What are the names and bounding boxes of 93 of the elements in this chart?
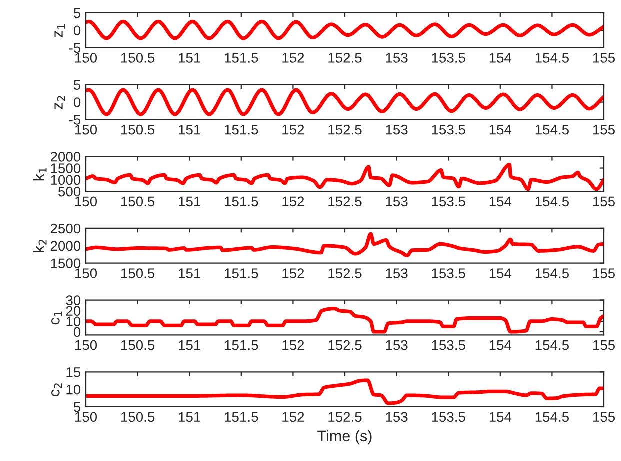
x-tick-label: 153 bbox=[386, 124, 408, 135]
y-tick-label: 1500 bbox=[51, 164, 81, 174]
y-tick-label: 20 bbox=[66, 306, 81, 316]
x-tick-label: 152 bbox=[282, 124, 304, 135]
x-tick-label: 150 bbox=[75, 340, 98, 350]
y-tick-label: -5 bbox=[69, 115, 81, 125]
y-tick-label: 5 bbox=[74, 80, 81, 90]
y-axis-title: c$_{2}$ bbox=[51, 384, 62, 396]
x-tick-label: 152 bbox=[282, 268, 304, 278]
x-tick-label: 155 bbox=[593, 53, 616, 63]
x-tick-label: 153 bbox=[386, 196, 408, 207]
x-tick-label: 154.5 bbox=[536, 268, 569, 278]
x-tick-label: 153.5 bbox=[432, 340, 466, 350]
x-tick-label: 153.5 bbox=[432, 412, 466, 422]
x-tick-label: 153.5 bbox=[432, 124, 466, 135]
y-axis-title: z$_{2}$ bbox=[54, 96, 66, 110]
x-tick-label: 152 bbox=[282, 340, 304, 350]
x-tick-label: 150 bbox=[75, 268, 98, 278]
x-tick-label: 152.5 bbox=[328, 340, 362, 350]
x-tick-label: 150.5 bbox=[121, 53, 155, 63]
x-tick-label: 150.5 bbox=[121, 268, 155, 278]
x-tick-label: 153.5 bbox=[432, 196, 466, 207]
x-tick-label: 154.5 bbox=[536, 196, 569, 207]
x-tick-label: 152 bbox=[282, 196, 304, 207]
x-tick-label: 151 bbox=[179, 125, 201, 135]
x-tick-label: 152.5 bbox=[328, 124, 362, 135]
y-tick-label: 0 bbox=[74, 98, 81, 108]
y-tick-label: 15 bbox=[66, 368, 81, 378]
y-tick-label: 5 bbox=[74, 402, 81, 412]
x-tick-label: 155 bbox=[593, 196, 616, 207]
x-tick-label: 154.5 bbox=[536, 340, 569, 350]
x-tick-label: 151.5 bbox=[225, 53, 258, 63]
x-tick-label: 152.5 bbox=[328, 53, 362, 63]
y-tick-label: 0 bbox=[74, 327, 81, 338]
x-tick-label: 151.5 bbox=[225, 268, 258, 278]
y-tick-label: 2000 bbox=[50, 241, 81, 252]
y-tick-label: 5 bbox=[74, 8, 81, 18]
x-tick-label: 155 bbox=[593, 340, 616, 350]
x-tick-label: 153.5 bbox=[432, 53, 466, 63]
x-tick-label: 154 bbox=[490, 53, 512, 63]
x-tick-label: 151.5 bbox=[225, 412, 258, 422]
x-tick-label: 152 bbox=[282, 412, 304, 422]
x-tick-label: 150.5 bbox=[121, 412, 155, 422]
x-tick-label: 154 bbox=[490, 196, 512, 207]
x-tick-label: 151 bbox=[179, 196, 201, 207]
x-tick-label: 150.5 bbox=[121, 124, 155, 135]
x-tick-label: 155 bbox=[593, 412, 616, 422]
x-tick-label: 154.5 bbox=[536, 53, 569, 63]
x-tick-label: 151.5 bbox=[225, 196, 258, 207]
y-tick-label: -5 bbox=[69, 43, 81, 54]
y-axis-title: c$_{1}$ bbox=[51, 312, 62, 325]
x-tick-label: 151.5 bbox=[225, 125, 258, 135]
x-tick-label: 155 bbox=[593, 125, 616, 135]
x-tick-label: 150 bbox=[75, 124, 98, 135]
x-tick-label: 150.5 bbox=[121, 196, 155, 207]
x-tick-label: 154 bbox=[490, 268, 512, 278]
y-tick-label: 1000 bbox=[51, 175, 81, 186]
x-tick-label: 152.5 bbox=[328, 196, 362, 207]
x-tick-label: 150 bbox=[75, 196, 98, 207]
y-tick-label: 10 bbox=[66, 316, 81, 327]
y-tick-label: 1500 bbox=[51, 258, 81, 269]
x-tick-label: 151 bbox=[179, 412, 201, 422]
x-tick-label: 155 bbox=[593, 268, 616, 278]
x-tick-label: 151.5 bbox=[225, 340, 258, 350]
x-tick-label: 151 bbox=[179, 340, 201, 350]
x-tick-label: 153 bbox=[386, 412, 408, 422]
y-axis-title: k$_{2}$ bbox=[33, 240, 47, 252]
x-tick-label: 152.5 bbox=[328, 268, 362, 278]
y-tick-label: 500 bbox=[58, 186, 81, 197]
x-tick-label: 152 bbox=[282, 53, 304, 63]
y-tick-label: 2500 bbox=[50, 224, 81, 234]
x-tick-label: 151 bbox=[179, 53, 201, 63]
y-axis-title: z$_{1}$ bbox=[54, 24, 66, 38]
x-tick-label: 152.5 bbox=[328, 412, 362, 422]
x-tick-label: 150 bbox=[75, 53, 98, 63]
x-tick-label: 153 bbox=[386, 53, 408, 63]
x-tick-label: 154 bbox=[490, 340, 512, 350]
x-tick-label: 154 bbox=[490, 412, 512, 422]
y-axis-title: k$_{1}$ bbox=[33, 168, 47, 181]
x-tick-label: 154.5 bbox=[536, 125, 569, 135]
x-tick-label: 150 bbox=[75, 412, 98, 422]
x-tick-label: 153.5 bbox=[432, 268, 466, 278]
y-tick-label: 30 bbox=[66, 296, 81, 306]
x-tick-label: 150.5 bbox=[121, 340, 155, 350]
x-tick-label: 154 bbox=[490, 125, 512, 135]
y-tick-label: 10 bbox=[66, 384, 81, 395]
x-axis-title: Time (s) bbox=[318, 430, 372, 445]
x-tick-label: 154.5 bbox=[536, 412, 569, 422]
y-tick-label: 0 bbox=[74, 26, 81, 36]
y-tick-label: 2000 bbox=[50, 152, 81, 162]
x-tick-label: 153 bbox=[386, 268, 408, 278]
x-tick-label: 151 bbox=[179, 268, 201, 278]
x-tick-label: 153 bbox=[386, 340, 408, 350]
